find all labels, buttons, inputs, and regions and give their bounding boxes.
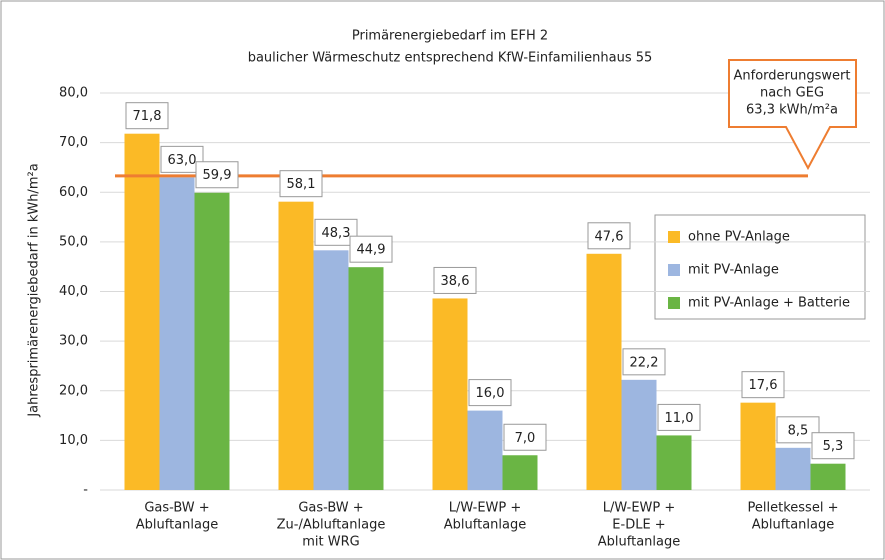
value-label-box bbox=[468, 379, 512, 407]
x-tick-label: Gas-BW + bbox=[298, 501, 363, 516]
legend-label: ohne PV-Anlage bbox=[688, 230, 790, 245]
bar bbox=[278, 201, 314, 490]
legend-swatch bbox=[668, 297, 680, 309]
value-label: 17,6 bbox=[749, 378, 778, 393]
chart-subtitle: baulicher Wärmeschutz entsprechend KfW-E… bbox=[248, 51, 653, 66]
bar bbox=[159, 177, 195, 491]
annotation-text: 63,3 kWh/m²a bbox=[746, 103, 838, 118]
bar bbox=[124, 133, 160, 490]
x-tick-label: L/W-EWP + bbox=[449, 501, 522, 516]
bar bbox=[467, 410, 503, 490]
value-label: 59,9 bbox=[203, 168, 232, 183]
chart-title: Primärenergiebedarf im EFH 2 bbox=[352, 29, 548, 44]
value-label: 8,5 bbox=[788, 423, 809, 438]
bar bbox=[775, 447, 811, 490]
value-label: 11,0 bbox=[665, 411, 694, 426]
bar bbox=[586, 253, 622, 490]
annotation-text: nach GEG bbox=[760, 86, 824, 101]
y-tick-label: 20,0 bbox=[59, 383, 88, 398]
value-label: 44,9 bbox=[357, 243, 386, 258]
value-label-box bbox=[503, 423, 547, 451]
x-tick-label: E-DLE + bbox=[612, 518, 665, 533]
bar bbox=[348, 267, 384, 490]
value-label-box bbox=[741, 371, 785, 399]
bar bbox=[432, 298, 468, 490]
value-label-box bbox=[657, 403, 701, 431]
value-label: 38,6 bbox=[441, 274, 470, 289]
value-label-box bbox=[811, 432, 855, 460]
value-label-box bbox=[195, 161, 239, 189]
bar bbox=[313, 250, 349, 490]
x-tick-label: Abluftanlage bbox=[598, 535, 680, 550]
legend-swatch bbox=[668, 231, 680, 243]
value-label: 22,2 bbox=[630, 355, 659, 370]
value-label-box bbox=[433, 266, 477, 294]
bar bbox=[621, 379, 657, 490]
y-tick-label: 70,0 bbox=[59, 135, 88, 150]
bar bbox=[502, 455, 538, 490]
annotation-text: Anforderungswert bbox=[734, 69, 851, 84]
value-label: 16,0 bbox=[476, 386, 505, 401]
value-label-box bbox=[622, 348, 666, 376]
y-tick-label: 30,0 bbox=[59, 334, 88, 349]
value-label-box bbox=[279, 170, 323, 198]
legend-swatch bbox=[668, 264, 680, 276]
value-label: 48,3 bbox=[322, 226, 351, 241]
bar bbox=[194, 192, 230, 490]
value-label: 47,6 bbox=[595, 229, 624, 244]
y-tick-label: 40,0 bbox=[59, 284, 88, 299]
legend-label: mit PV-Anlage + Batterie bbox=[688, 296, 850, 311]
x-tick-label: Abluftanlage bbox=[752, 518, 834, 533]
legend bbox=[654, 214, 866, 320]
value-label-box bbox=[125, 102, 169, 130]
y-tick-label: 60,0 bbox=[59, 185, 88, 200]
legend-label: mit PV-Anlage bbox=[688, 263, 779, 278]
value-label-box bbox=[349, 235, 393, 263]
value-label: 71,8 bbox=[133, 109, 162, 124]
y-tick-label: 50,0 bbox=[59, 234, 88, 249]
bar bbox=[740, 402, 776, 490]
value-label: 5,3 bbox=[823, 439, 844, 454]
value-label: 58,1 bbox=[287, 177, 316, 192]
value-label-box bbox=[587, 222, 631, 250]
y-tick-label: 80,0 bbox=[59, 86, 88, 101]
value-label: 63,0 bbox=[168, 153, 197, 168]
bar bbox=[656, 435, 692, 490]
x-tick-label: L/W-EWP + bbox=[603, 501, 676, 516]
x-tick-label: Abluftanlage bbox=[444, 518, 526, 533]
bar bbox=[810, 463, 846, 490]
x-tick-label: Gas-BW + bbox=[144, 501, 209, 516]
annotation-callout bbox=[728, 59, 857, 171]
y-tick-label: 10,0 bbox=[59, 433, 88, 448]
x-tick-label: Abluftanlage bbox=[136, 518, 218, 533]
x-tick-label: mit WRG bbox=[302, 535, 359, 550]
value-label: 7,0 bbox=[515, 431, 536, 446]
y-axis-label: Jahresprimärenergiebedarf in kWh/m²a bbox=[27, 163, 42, 417]
x-tick-label: Pelletkessel + bbox=[748, 501, 839, 516]
x-tick-label: Zu-/Abluftanlage bbox=[277, 518, 386, 533]
y-tick-label: - bbox=[83, 483, 88, 498]
